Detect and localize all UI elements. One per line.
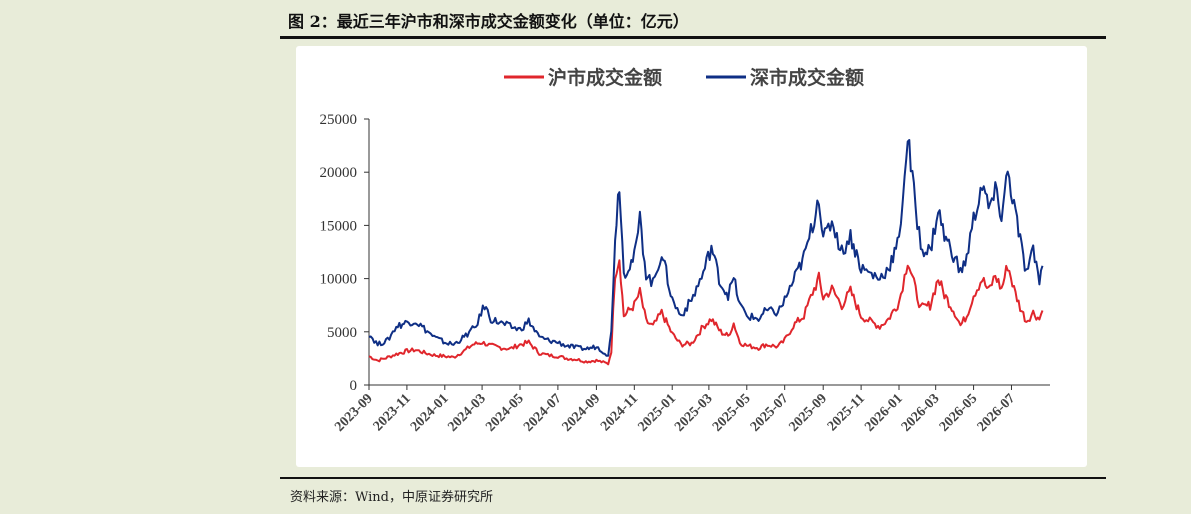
- series-line-sz: [368, 139, 1044, 357]
- legend-label-sh: 沪市成交金额: [548, 66, 662, 89]
- x-tick-label: 2023-11: [371, 391, 414, 434]
- x-tick-label: 2024-03: [445, 391, 489, 435]
- x-tick-label: 2024-05: [483, 391, 527, 435]
- x-tick-label: 2025-11: [825, 391, 868, 434]
- x-axis: 2023-092023-112024-012024-032024-052024-…: [332, 384, 1050, 435]
- legend-label-sz: 深市成交金额: [750, 66, 864, 89]
- x-tick-label: 2024-07: [521, 391, 565, 435]
- x-tick-label: 2025-01: [635, 391, 679, 435]
- y-axis: 0 5000 10000 15000 20000 25000: [320, 112, 370, 394]
- figure-title: 图 2：最近三年沪市和深市成交金额变化（单位：亿元）: [288, 12, 689, 31]
- series-group: [368, 139, 1044, 366]
- x-tick-label: 2026-03: [899, 391, 943, 435]
- y-tick-label: 20000: [320, 165, 358, 181]
- x-tick-label: 2024-09: [560, 391, 604, 435]
- x-tick-label: 2025-09: [786, 391, 830, 435]
- line-chart: 沪市成交金额 深市成交金额 0500010000150002000025000 …: [320, 66, 1050, 435]
- x-tick-label: 2025-03: [672, 391, 716, 435]
- x-tick-label: 2025-07: [748, 391, 792, 435]
- source-note: 资料来源：Wind，中原证券研究所: [290, 490, 493, 505]
- bottom-rule: [280, 477, 1106, 479]
- y-tick-label: 15000: [320, 218, 358, 234]
- y-tick-label: 25000: [320, 112, 358, 128]
- x-tick-label: 2024-01: [408, 391, 452, 435]
- x-tick-label: 2026-07: [975, 391, 1019, 435]
- y-tick-label: 5000: [327, 325, 357, 341]
- legend: 沪市成交金额 深市成交金额: [504, 66, 864, 89]
- series-line-sh: [368, 259, 1044, 366]
- x-tick-label: 2026-01: [862, 391, 906, 435]
- x-tick-label: 2024-11: [598, 391, 641, 434]
- y-tick-label: 10000: [320, 272, 358, 288]
- top-rule: [280, 36, 1106, 39]
- x-tick-label: 2026-05: [937, 391, 981, 435]
- chart-panel: 沪市成交金额 深市成交金额 0 5000 10000 15000 20000 25000 …: [296, 46, 1087, 467]
- y-tick-label: 0: [350, 378, 358, 394]
- x-tick-label: 2023-09: [332, 391, 376, 435]
- x-tick-label: 2025-05: [710, 391, 754, 435]
